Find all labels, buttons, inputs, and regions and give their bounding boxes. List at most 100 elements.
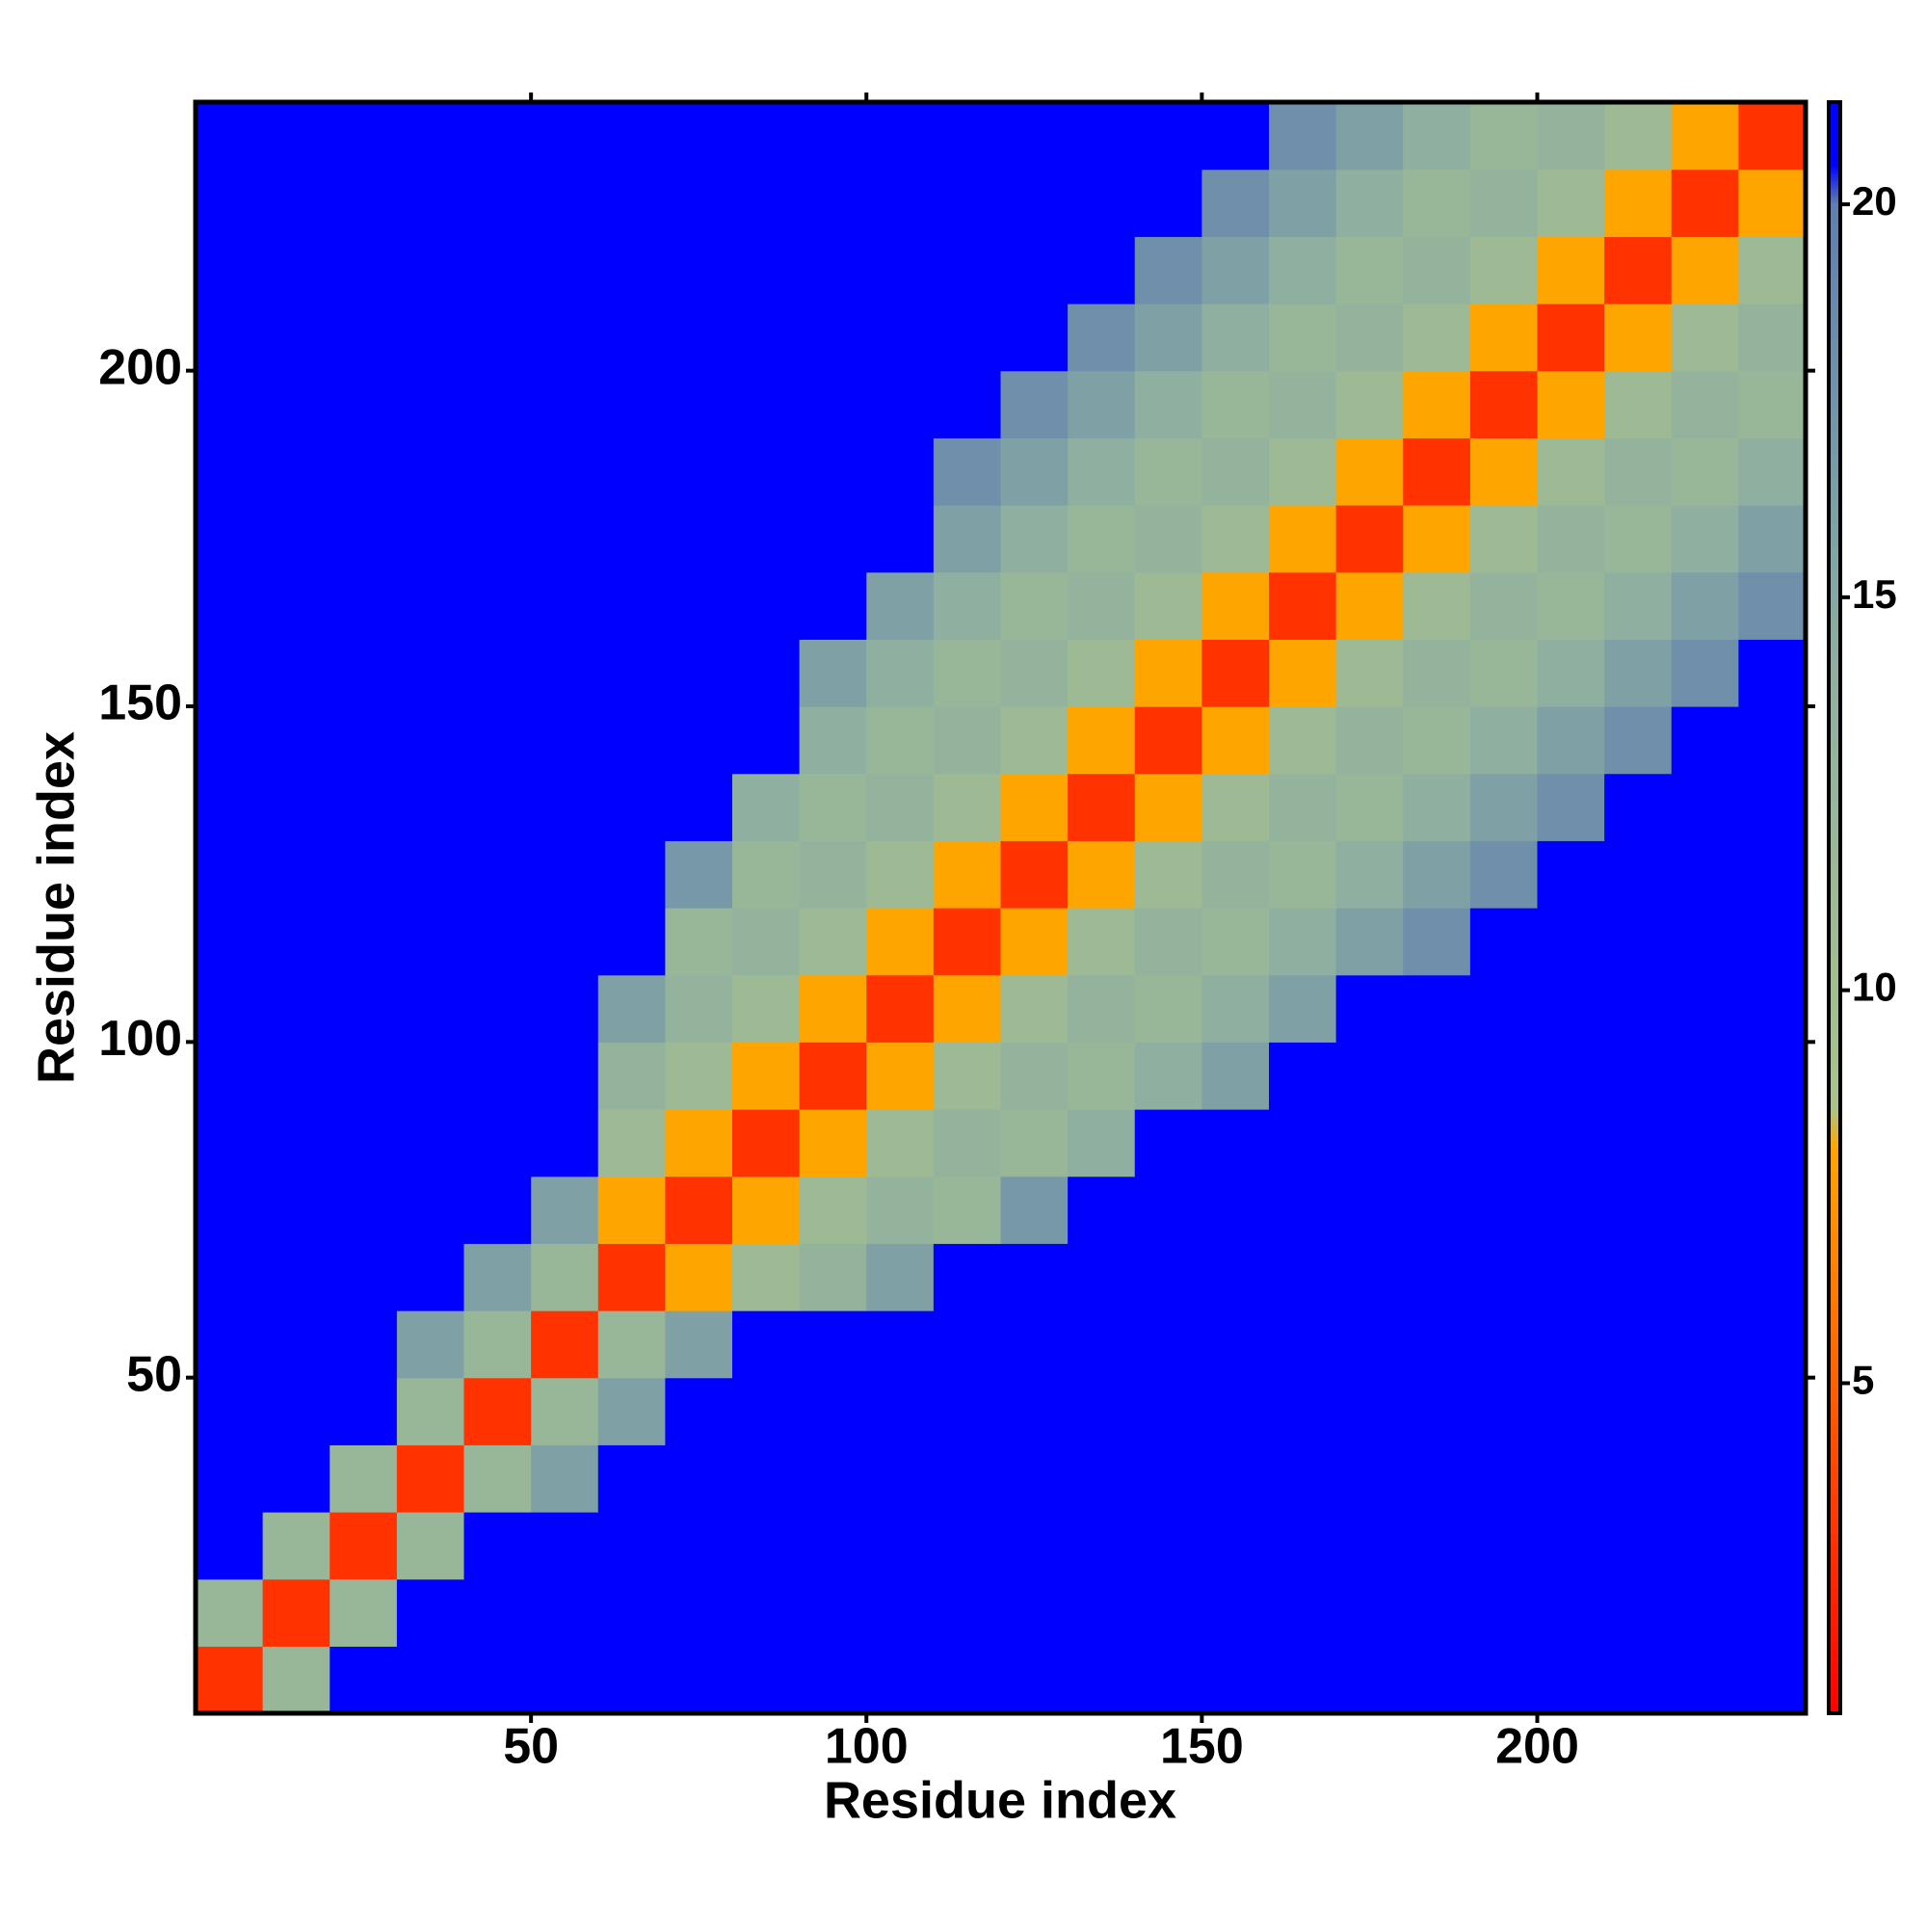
heatmap-cell: [1403, 304, 1471, 372]
heatmap-cell: [1068, 1176, 1136, 1244]
heatmap-cell: [463, 304, 532, 372]
heatmap-cells: [196, 102, 1807, 1714]
heatmap-cell: [1269, 505, 1337, 573]
x-tick-label: 100: [825, 1719, 909, 1775]
heatmap-cell: [1537, 639, 1605, 707]
heatmap-cell: [1335, 1377, 1404, 1445]
heatmap-cell: [1269, 571, 1337, 640]
heatmap-cell: [330, 1444, 398, 1513]
heatmap-cell: [1671, 706, 1739, 775]
heatmap-cell: [732, 908, 801, 976]
heatmap-cell: [1671, 1176, 1739, 1244]
heatmap-cell: [1269, 370, 1337, 438]
heatmap-cell: [1738, 236, 1807, 304]
heatmap-cell: [531, 639, 599, 707]
heatmap-cell: [799, 908, 867, 976]
heatmap-cell: [1537, 974, 1605, 1043]
heatmap-cell: [1134, 974, 1202, 1043]
heatmap-cell: [1738, 169, 1807, 237]
heatmap-cell: [1269, 169, 1337, 237]
heatmap-cell: [1000, 1176, 1069, 1244]
heatmap-cell: [597, 1176, 666, 1244]
heatmap-cell: [1201, 908, 1270, 976]
colorbar-tick-label: 10: [1852, 965, 1897, 1010]
heatmap-cell: [1134, 1377, 1202, 1445]
colorbar-tick-label: 15: [1852, 571, 1897, 617]
heatmap-cell: [1000, 908, 1069, 976]
heatmap-cell: [799, 370, 867, 438]
heatmap-cell: [1604, 639, 1673, 707]
heatmap-cell: [665, 908, 733, 976]
heatmap-cell: [1269, 773, 1337, 841]
heatmap-cell: [531, 706, 599, 775]
heatmap-cell: [196, 236, 264, 304]
heatmap-cell: [1000, 706, 1069, 775]
heatmap-cell: [463, 1176, 532, 1244]
heatmap-cell: [799, 1176, 867, 1244]
heatmap-cell: [1269, 908, 1337, 976]
heatmap-cell: [1269, 1578, 1337, 1647]
heatmap-cell: [396, 1109, 465, 1178]
heatmap-cell: [1201, 1512, 1270, 1580]
heatmap-cell: [866, 1512, 935, 1580]
heatmap-cell: [396, 505, 465, 573]
heatmap-cell: [1068, 1109, 1136, 1178]
heatmap-cell: [1604, 236, 1673, 304]
colorbar-tick-label: 20: [1852, 178, 1897, 224]
heatmap-cell: [330, 908, 398, 976]
heatmap-cell: [799, 505, 867, 573]
heatmap-cell: [799, 102, 867, 171]
heatmap-cell: [1068, 571, 1136, 640]
heatmap-cell: [866, 1444, 935, 1513]
heatmap-cell: [1000, 1109, 1069, 1178]
heatmap-cell: [1335, 706, 1404, 775]
heatmap-cell: [933, 437, 1002, 506]
heatmap-cell: [1068, 437, 1136, 506]
heatmap-cell: [196, 169, 264, 237]
heatmap-cell: [1134, 505, 1202, 573]
heatmap-cell: [665, 1243, 733, 1311]
heatmap-cell: [1068, 1042, 1136, 1110]
heatmap-cell: [1738, 1377, 1807, 1445]
heatmap-cell: [196, 639, 264, 707]
heatmap-cell: [396, 1243, 465, 1311]
heatmap-cell: [196, 1578, 264, 1647]
heatmap-cell: [1269, 236, 1337, 304]
heatmap-cell: [1671, 639, 1739, 707]
heatmap-cell: [1000, 304, 1069, 372]
heatmap-cell: [665, 1578, 733, 1647]
heatmap-cell: [597, 1310, 666, 1379]
heatmap-cell: [1134, 1109, 1202, 1178]
heatmap-cell: [1469, 304, 1539, 372]
heatmap-cell: [866, 505, 935, 573]
heatmap-cell: [799, 571, 867, 640]
heatmap-cell: [866, 974, 935, 1043]
heatmap-cell: [531, 370, 599, 438]
heatmap-cell: [1537, 1109, 1605, 1178]
heatmap-cell: [396, 1512, 465, 1580]
heatmap-cell: [1000, 505, 1069, 573]
heatmap-cell: [1335, 304, 1404, 372]
heatmap-cell: [1403, 437, 1471, 506]
heatmap-cell: [597, 1444, 666, 1513]
heatmap-cell: [933, 908, 1002, 976]
heatmap-cell: [1469, 1042, 1539, 1110]
heatmap-cell: [597, 773, 666, 841]
heatmap-cell: [396, 102, 465, 171]
heatmap-cell: [1335, 1176, 1404, 1244]
heatmap-cell: [262, 639, 330, 707]
heatmap-cell: [1000, 169, 1069, 237]
heatmap-cell: [866, 1109, 935, 1178]
heatmap-cell: [1335, 102, 1404, 171]
heatmap-cell: [1738, 706, 1807, 775]
heatmap-cell: [1604, 1646, 1673, 1714]
heatmap-cell: [732, 840, 801, 909]
heatmap-cell: [1134, 1512, 1202, 1580]
heatmap-cell: [196, 1646, 264, 1714]
plot-frame: [193, 99, 1808, 1716]
heatmap-cell: [1000, 1042, 1069, 1110]
heatmap-cell: [597, 370, 666, 438]
heatmap-cell: [196, 571, 264, 640]
heatmap-cell: [1403, 169, 1471, 237]
